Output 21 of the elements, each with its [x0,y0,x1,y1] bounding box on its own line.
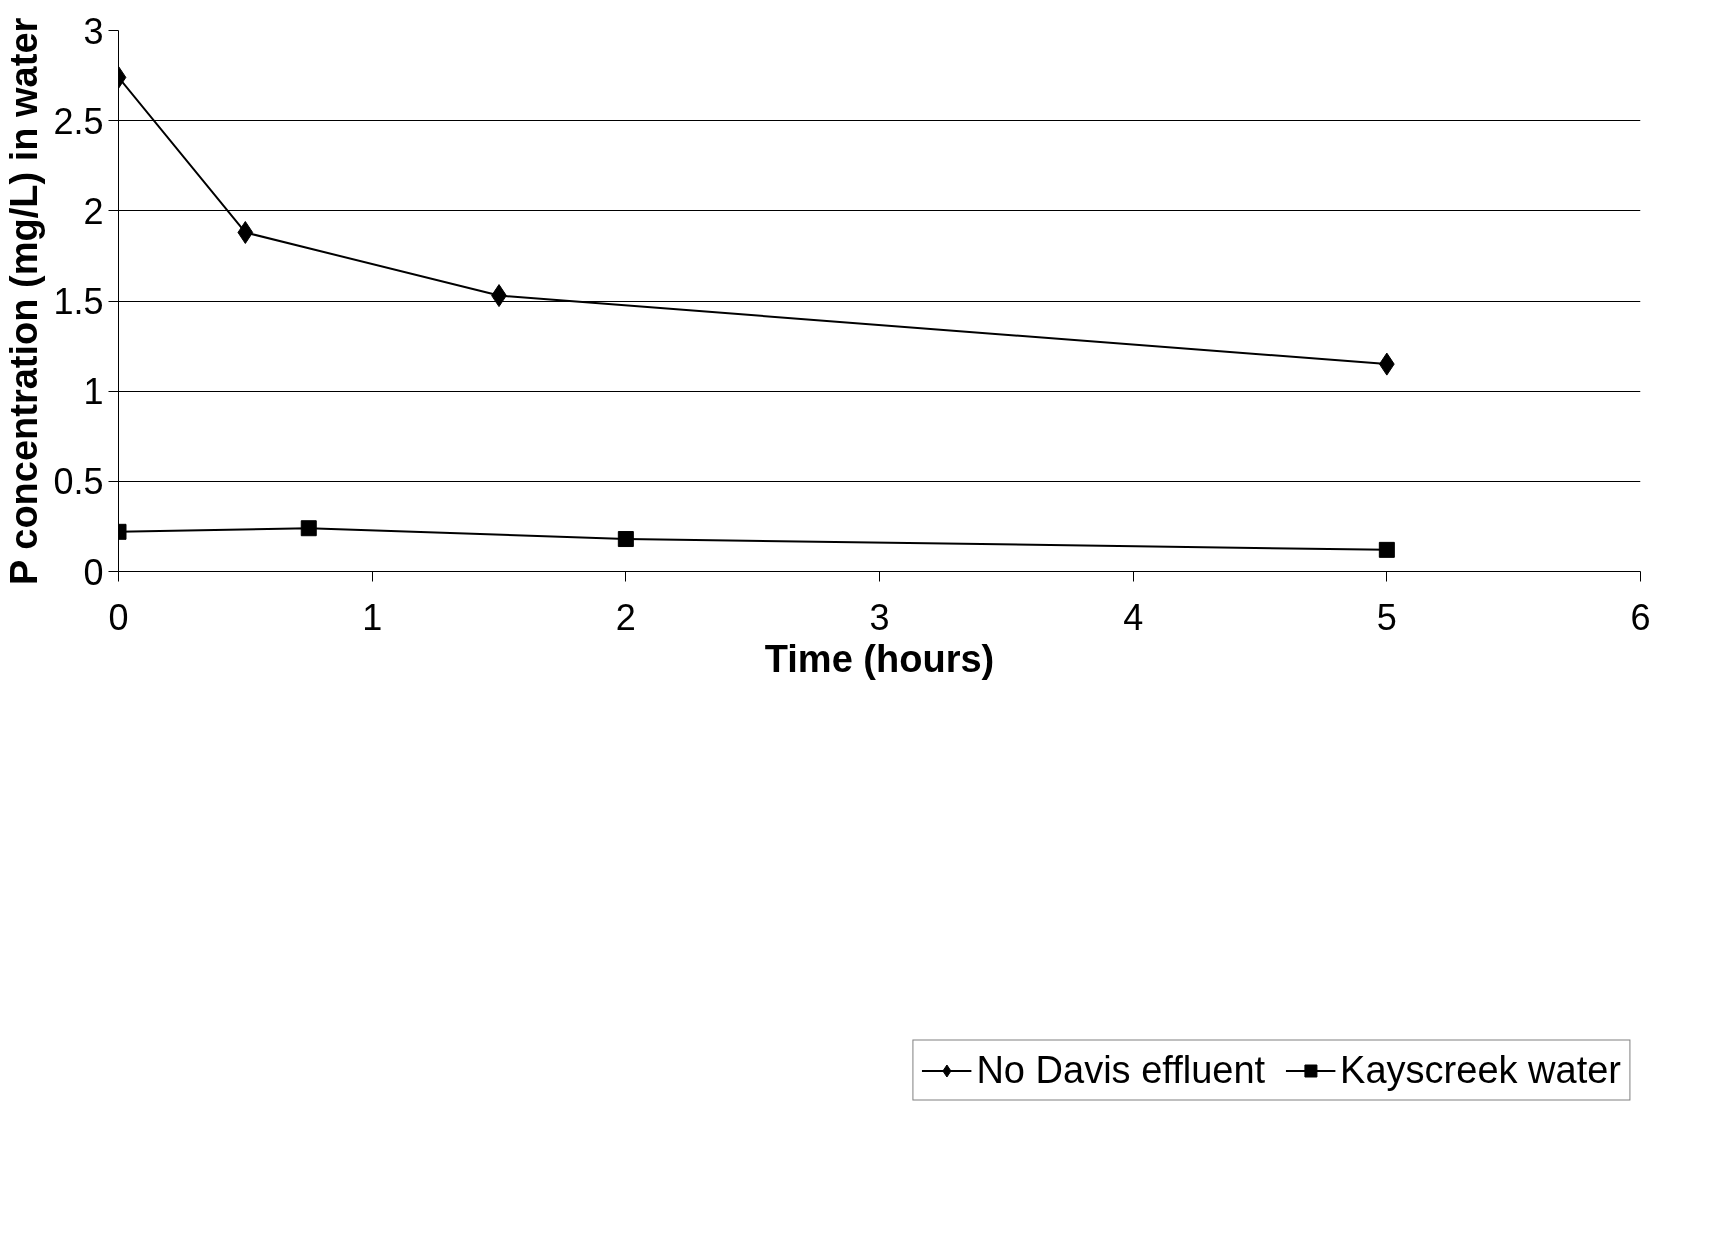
y-tick-label: 1 [83,371,104,413]
y-tick-label: 0 [83,551,104,593]
legend-label: Kayscreek water [1340,1048,1621,1092]
point [617,531,634,548]
x-tick-label: 6 [1630,596,1651,638]
y-tick-label: 0.5 [53,461,104,503]
x-tick-label: 5 [1376,596,1397,638]
y-tick-label: 3 [83,10,104,52]
x-tick-label: 1 [362,596,383,638]
x-tick-label: 4 [1123,596,1144,638]
y-tick-label: 2.5 [53,100,104,142]
y-tick-label: 2 [83,190,104,232]
y-axis-title: P concentration (mg/L) in water [3,17,46,585]
x-axis-title: Time (hours) [764,637,995,680]
y-tick-label: 1.5 [53,281,104,322]
x-tick-label: 2 [615,596,636,638]
point [1378,541,1395,558]
legend-label: No Davis effluent [976,1048,1266,1092]
point [300,520,317,537]
x-tick-label: 3 [869,596,890,638]
point [237,220,254,244]
